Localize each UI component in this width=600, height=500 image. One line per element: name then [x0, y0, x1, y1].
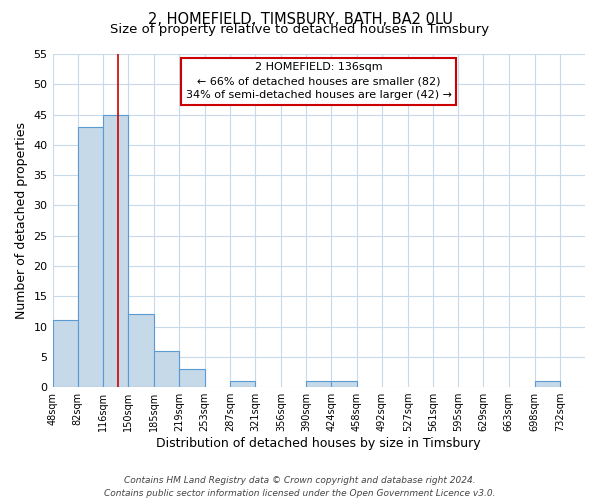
Y-axis label: Number of detached properties: Number of detached properties [15, 122, 28, 319]
Bar [230, 381, 255, 387]
Bar [103, 114, 128, 387]
X-axis label: Distribution of detached houses by size in Timsbury: Distribution of detached houses by size … [157, 437, 481, 450]
Bar [179, 369, 205, 387]
Bar [306, 381, 331, 387]
Text: Size of property relative to detached houses in Timsbury: Size of property relative to detached ho… [110, 22, 490, 36]
Bar [535, 381, 560, 387]
Bar [128, 314, 154, 387]
Bar [78, 126, 103, 387]
Bar [53, 320, 78, 387]
Text: 2, HOMEFIELD, TIMSBURY, BATH, BA2 0LU: 2, HOMEFIELD, TIMSBURY, BATH, BA2 0LU [148, 12, 452, 28]
Text: Contains HM Land Registry data © Crown copyright and database right 2024.
Contai: Contains HM Land Registry data © Crown c… [104, 476, 496, 498]
Bar [331, 381, 356, 387]
Bar [154, 350, 179, 387]
Text: 2 HOMEFIELD: 136sqm
← 66% of detached houses are smaller (82)
34% of semi-detach: 2 HOMEFIELD: 136sqm ← 66% of detached ho… [186, 62, 452, 100]
